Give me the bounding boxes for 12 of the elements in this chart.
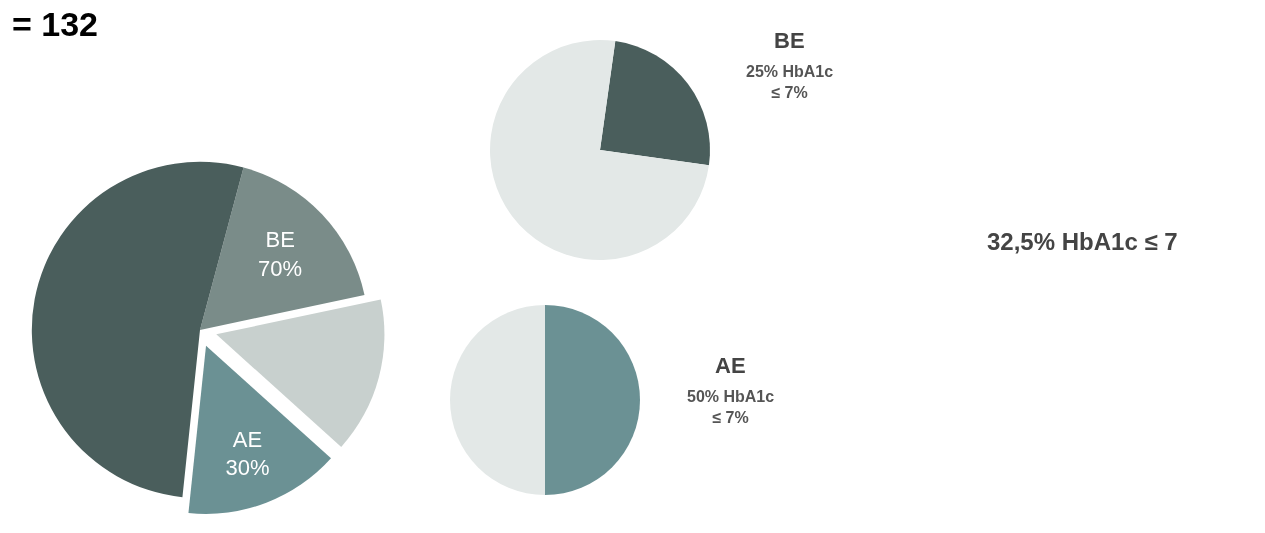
chart-title: = 132	[12, 5, 99, 43]
pie-slice	[600, 41, 710, 166]
data-label: BE 70%	[258, 227, 303, 281]
text: 32,5% HbA1c ≤ 7	[987, 228, 1178, 255]
pie-slice	[545, 305, 640, 495]
pie-slice	[450, 305, 545, 495]
text: 25% HbA1c ≤ 7%	[746, 63, 834, 101]
text: BE	[774, 28, 805, 53]
text: AE	[715, 353, 746, 378]
text: 50% HbA1c ≤ 7%	[687, 388, 775, 426]
data-label: AE 30%	[225, 426, 270, 481]
pie-slice	[490, 40, 709, 260]
